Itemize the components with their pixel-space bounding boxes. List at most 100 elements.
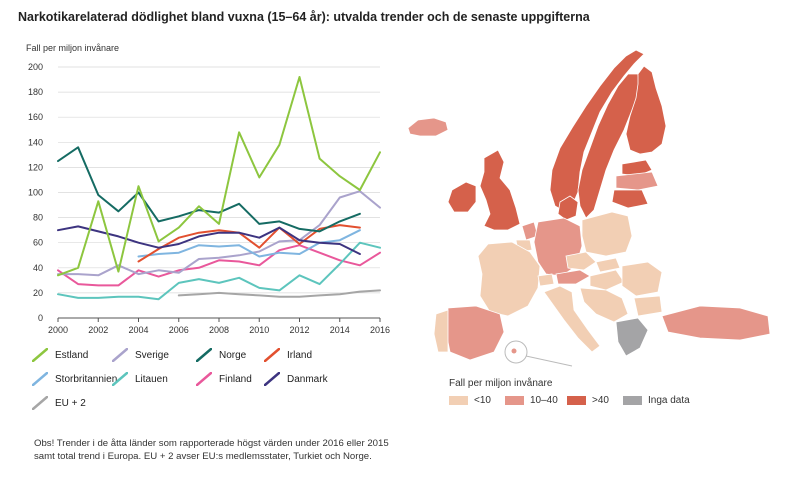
map-legend-swatch <box>449 396 468 405</box>
map-legend-swatch <box>567 396 586 405</box>
y-tick-label: 100 <box>28 188 43 198</box>
x-tick-label: 2016 <box>370 325 390 335</box>
x-tick-label: 2008 <box>209 325 229 335</box>
legend-swatch <box>32 348 48 362</box>
legend-swatch <box>112 372 128 386</box>
y-tick-label: 80 <box>33 213 43 223</box>
y-tick-label: 60 <box>33 238 43 248</box>
series-line-litauen <box>57 241 381 301</box>
series-line-norge <box>57 146 361 233</box>
x-tick-label: 2010 <box>249 325 269 335</box>
map-legend-label: 10–40 <box>530 395 558 406</box>
europe-map <box>407 49 771 367</box>
map-country-romania <box>621 261 663 297</box>
map-country-balkans <box>579 287 629 323</box>
chart-series <box>57 76 381 301</box>
y-tick-label: 0 <box>38 313 43 323</box>
map-legend-label: Inga data <box>648 395 690 406</box>
map-inset-pointer <box>525 355 573 367</box>
map-legend-label: <10 <box>474 395 491 406</box>
legend-swatch <box>32 372 48 386</box>
series-line-sverige <box>57 190 381 277</box>
legend-item: Danmark <box>264 372 328 386</box>
map-country-italy <box>543 285 601 353</box>
chart-grid <box>58 66 380 319</box>
map-country-iceland <box>407 117 449 137</box>
map-country-austria <box>555 269 591 285</box>
legend-label: Litauen <box>135 373 168 385</box>
y-tick-label: 160 <box>28 112 43 122</box>
map-legend-swatch <box>505 396 524 405</box>
legend-swatch <box>264 372 280 386</box>
y-tick-label: 120 <box>28 162 43 172</box>
map-legend-label: >40 <box>592 395 609 406</box>
legend-swatch <box>32 396 48 410</box>
map-country-denmark <box>557 195 579 221</box>
x-tick-label: 2012 <box>289 325 309 335</box>
x-tick-label: 2004 <box>128 325 148 335</box>
series-line-irland <box>137 224 361 263</box>
legend-label: Sverige <box>135 349 169 361</box>
x-tick-label: 2000 <box>48 325 68 335</box>
map-country-poland <box>581 211 633 257</box>
map-country-turkey <box>661 305 771 341</box>
y-tick-label: 200 <box>28 62 43 72</box>
x-tick-label: 2014 <box>330 325 350 335</box>
map-country-uk <box>479 149 521 231</box>
y-tick-label: 140 <box>28 137 43 147</box>
map-legend-swatch <box>623 396 642 405</box>
legend-label: EU + 2 <box>55 397 86 409</box>
legend-item: Irland <box>264 348 312 362</box>
map-country-switzerland <box>537 273 555 287</box>
map-legend-item: >40 <box>567 395 609 406</box>
legend-label: Irland <box>287 349 313 361</box>
series-line-finland <box>57 244 381 287</box>
map-country-slovakia <box>595 257 621 273</box>
map-country-greece <box>615 317 649 357</box>
map-country-lithuania <box>611 189 649 209</box>
legend-label: Danmark <box>287 373 328 385</box>
legend-item: Sverige <box>112 348 169 362</box>
map-country-finland <box>625 65 667 155</box>
series-line-estland <box>57 76 381 277</box>
map-country-latvia <box>615 171 659 191</box>
legend-item: Storbritannien <box>32 372 117 386</box>
legend-label: Estland <box>55 349 89 361</box>
y-tick-label: 180 <box>28 87 43 97</box>
x-tick-label: 2006 <box>169 325 189 335</box>
map-legend-item: 10–40 <box>505 395 558 406</box>
legend-item: Estland <box>32 348 88 362</box>
chart-title: Narkotikarelaterad dödlighet bland vuxna… <box>18 10 590 24</box>
legend-swatch <box>112 348 128 362</box>
legend-item: Litauen <box>112 372 168 386</box>
map-country-spain <box>445 305 505 361</box>
map-legend-item: <10 <box>449 395 491 406</box>
legend-label: Norge <box>219 349 247 361</box>
map-country-norway <box>549 49 645 211</box>
series-line-eu-2 <box>177 289 381 298</box>
map-country-hungary <box>589 269 625 291</box>
map-legend-title: Fall per miljon invånare <box>449 378 553 389</box>
map-country-bulgaria <box>633 295 663 317</box>
y-tick-label: 40 <box>33 263 43 273</box>
y-axis-label: Fall per miljon invånare <box>26 43 120 53</box>
legend-item: Norge <box>196 348 246 362</box>
legend-item: EU + 2 <box>32 396 86 410</box>
legend-swatch <box>196 348 212 362</box>
legend-label: Storbritannien <box>55 373 118 385</box>
chart-axes: 0 20 40 60 80 100 120 140 160 180 200 2000 2002 2004 2… <box>28 62 390 335</box>
map-country-ireland <box>447 181 477 213</box>
chart-note: Obs! Trender i de åtta länder som rappor… <box>34 438 389 462</box>
map-legend-item: Inga data <box>623 395 690 406</box>
map-country-czechia <box>565 251 597 271</box>
legend-swatch <box>196 372 212 386</box>
x-tick-label: 2002 <box>88 325 108 335</box>
legend-swatch <box>264 348 280 362</box>
legend-label: Finland <box>219 373 252 385</box>
y-tick-label: 20 <box>33 288 43 298</box>
map-country-malta <box>511 348 517 354</box>
legend-item: Finland <box>196 372 252 386</box>
line-chart: 0 20 40 60 80 100 120 140 160 180 200 2000 2002 2004 2… <box>28 62 390 335</box>
map-country-france <box>477 241 541 317</box>
map-country-portugal <box>433 309 449 353</box>
